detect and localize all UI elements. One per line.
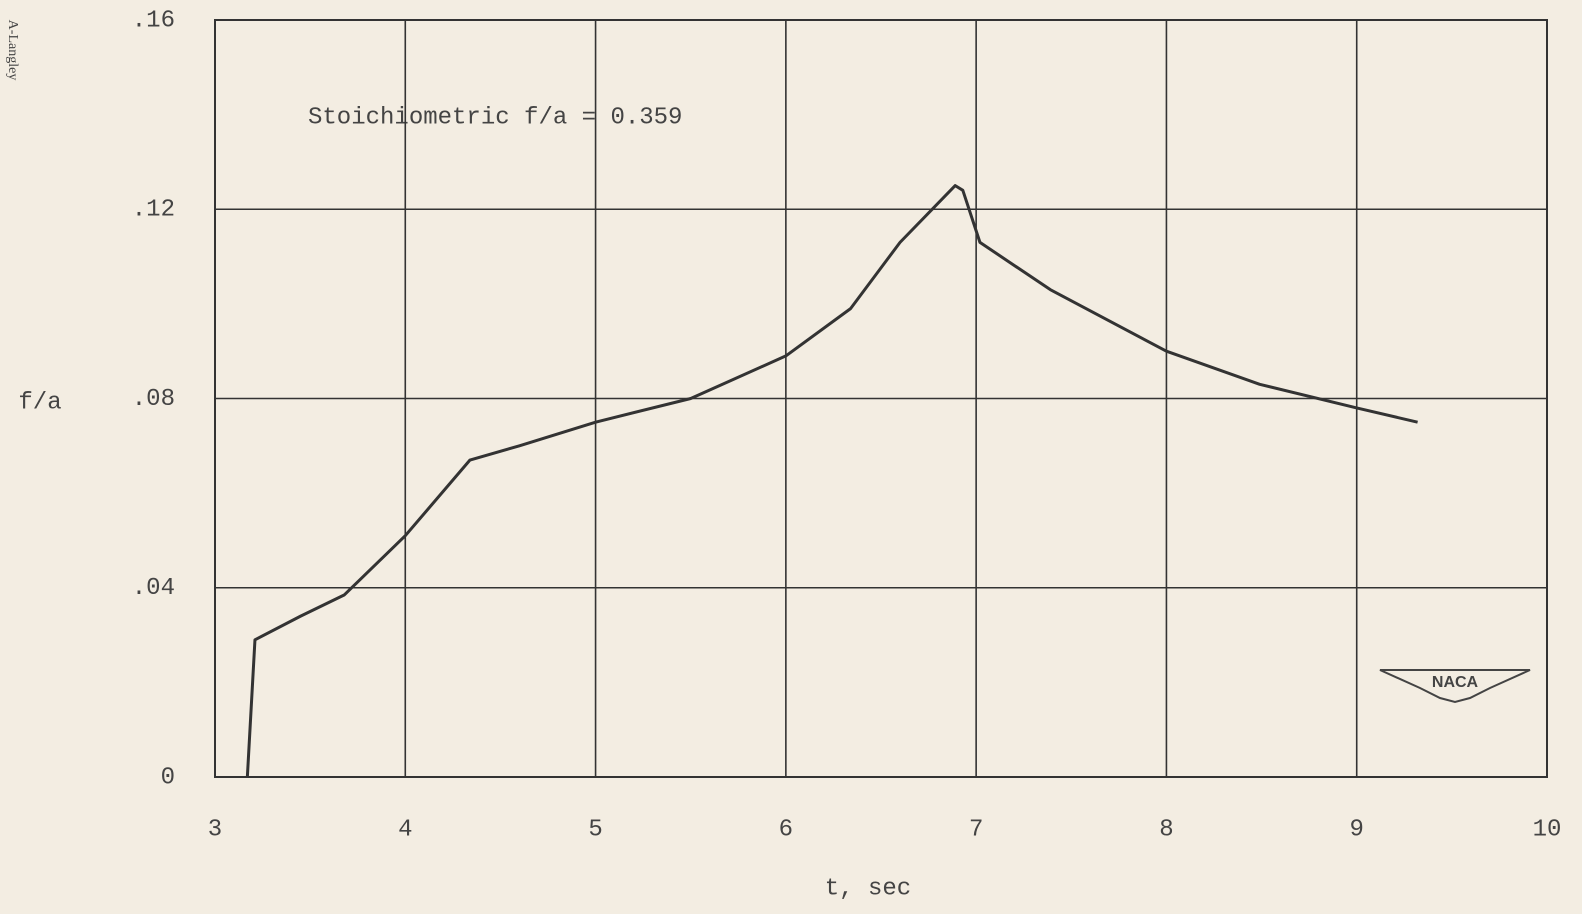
logo-text: NACA: [1432, 674, 1479, 691]
data-line: [245, 184, 1418, 778]
annotation: Stoichiometric f/a = 0.359: [308, 104, 682, 131]
y-tick-label: .08: [132, 386, 175, 413]
y-tick-label: .12: [132, 197, 175, 224]
naca-logo: NACA: [1379, 669, 1531, 704]
x-tick-label: 7: [969, 816, 983, 843]
y-axis-label: f/a: [18, 389, 61, 416]
logo-wings: [1379, 669, 1531, 704]
x-tick-label: 8: [1159, 816, 1173, 843]
y-tick-label: .16: [132, 7, 175, 34]
margin-text: A-Langley: [5, 20, 20, 81]
x-tick-label: 6: [779, 816, 793, 843]
x-tick-label: 3: [208, 816, 222, 843]
x-tick-label: 10: [1533, 816, 1562, 843]
x-axis-label: t, sec: [825, 875, 911, 902]
y-tick-label: 0: [161, 764, 175, 791]
x-tick-label: 4: [398, 816, 412, 843]
x-tick-label: 5: [588, 816, 602, 843]
y-tick-label: .04: [132, 575, 175, 602]
plot-frame: [214, 19, 1548, 778]
x-tick-label: 9: [1350, 816, 1364, 843]
